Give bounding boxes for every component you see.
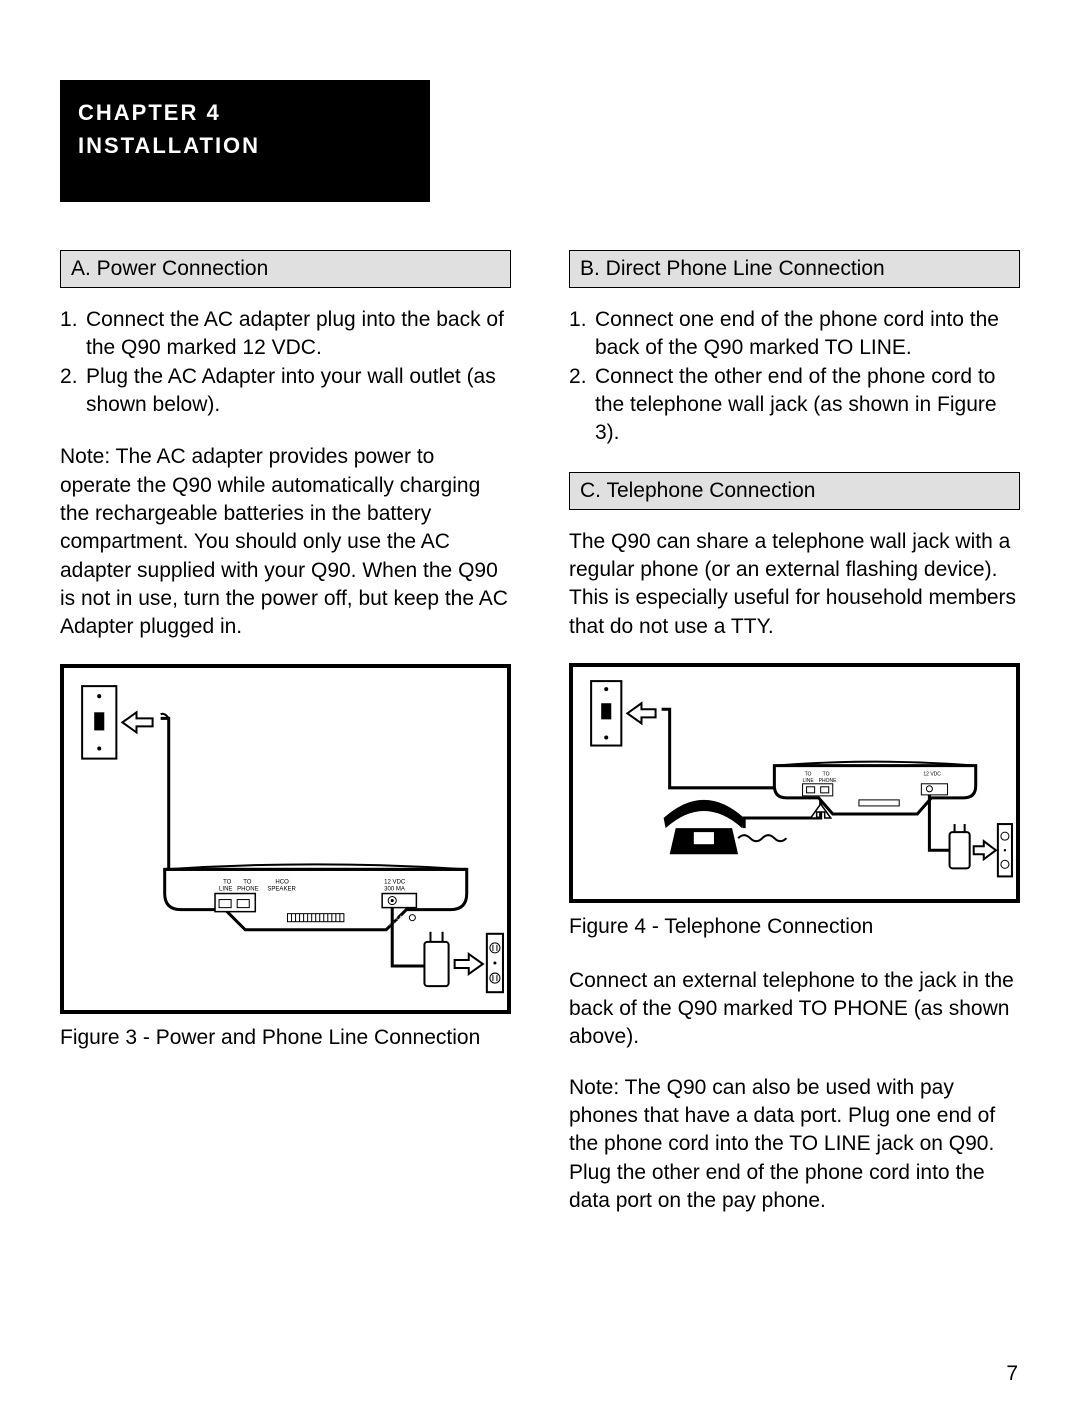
- list-b-item2: Connect the other end of the phone cord …: [569, 363, 1020, 448]
- left-note: Note: The AC adapter provides power to o…: [60, 443, 511, 641]
- figure-4: TO LINE TO PHONE 12 VDC: [569, 663, 1020, 903]
- svg-text:SPEAKER: SPEAKER: [267, 886, 296, 892]
- list-b-item1: Connect one end of the phone cord into t…: [569, 306, 1020, 363]
- para-c2: Connect an external telephone to the jac…: [569, 967, 1020, 1052]
- list-a: Connect the AC adapter plug into the bac…: [60, 306, 511, 419]
- section-b-heading: B. Direct Phone Line Connection: [569, 250, 1020, 288]
- chapter-header: CHAPTER 4 INSTALLATION: [60, 80, 430, 202]
- section-a-heading: A. Power Connection: [60, 250, 511, 288]
- columns: A. Power Connection Connect the AC adapt…: [60, 250, 1020, 1237]
- right-column: B. Direct Phone Line Connection Connect …: [569, 250, 1020, 1237]
- svg-text:300 MA: 300 MA: [384, 886, 406, 892]
- para-c1: The Q90 can share a telephone wall jack …: [569, 528, 1020, 641]
- svg-text:PHONE: PHONE: [237, 886, 258, 892]
- svg-text:HCO: HCO: [275, 879, 289, 885]
- page-number: 7: [1006, 1362, 1018, 1386]
- svg-text:TO: TO: [243, 879, 252, 885]
- svg-text:PHONE: PHONE: [819, 778, 837, 784]
- para-c3: Note: The Q90 can also be used with pay …: [569, 1074, 1020, 1216]
- figure-4-caption: Figure 4 - Telephone Connection: [569, 915, 1020, 939]
- chapter-line2: INSTALLATION: [78, 129, 412, 162]
- list-a-item2: Plug the AC Adapter into your wall outle…: [60, 363, 511, 420]
- svg-text:LINE: LINE: [219, 886, 232, 892]
- section-c-heading: C. Telephone Connection: [569, 472, 1020, 510]
- svg-text:LINE: LINE: [803, 778, 815, 784]
- chapter-line1: CHAPTER 4: [78, 96, 412, 129]
- figure-3: TO LINE TO PHONE HCO SPEAKER 12 VDC: [60, 664, 511, 1014]
- svg-text:TO: TO: [223, 879, 232, 885]
- figure-4-svg: TO LINE TO PHONE 12 VDC: [573, 667, 1016, 899]
- list-b: Connect one end of the phone cord into t…: [569, 306, 1020, 448]
- svg-text:12 VDC: 12 VDC: [384, 879, 406, 885]
- svg-text:12 VDC: 12 VDC: [923, 772, 941, 778]
- list-a-item1: Connect the AC adapter plug into the bac…: [60, 306, 511, 363]
- figure-3-svg: TO LINE TO PHONE HCO SPEAKER 12 VDC: [64, 668, 507, 1010]
- figure-3-caption: Figure 3 - Power and Phone Line Connecti…: [60, 1026, 511, 1050]
- left-column: A. Power Connection Connect the AC adapt…: [60, 250, 511, 1237]
